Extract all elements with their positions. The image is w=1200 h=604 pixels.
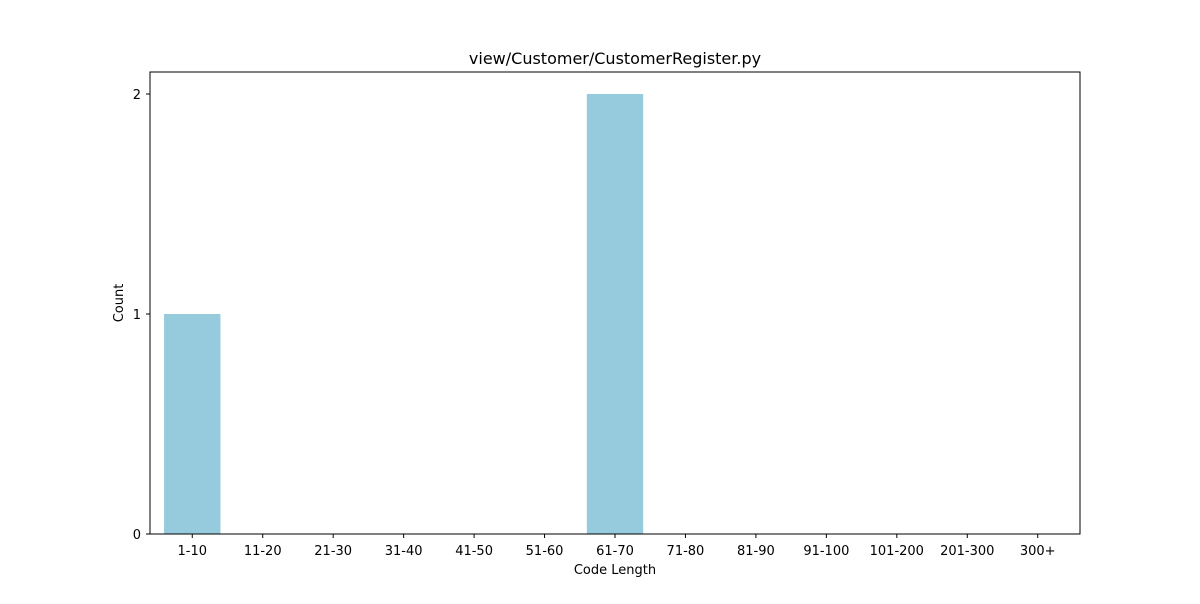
- bar-61-70: [586, 94, 644, 534]
- x-axis-label: Code Length: [574, 563, 656, 578]
- y-tick-label: 0: [133, 528, 141, 543]
- x-tick-label: 31-40: [385, 544, 423, 559]
- x-tick-label: 300+: [1020, 544, 1056, 559]
- x-tick-label: 201-300: [940, 544, 994, 559]
- x-tick-label: 81-90: [737, 544, 775, 559]
- y-ticks: 0 1 2: [133, 88, 150, 543]
- plot-frame: [149, 71, 1081, 535]
- x-tick-label: 101-200: [870, 544, 924, 559]
- x-tick-label: 91-100: [803, 544, 849, 559]
- y-tick-label: 1: [133, 308, 141, 323]
- x-tick-label: 41-50: [455, 544, 493, 559]
- x-tick-label: 21-30: [314, 544, 352, 559]
- x-tick-label: 61-70: [596, 544, 634, 559]
- y-axis-label: Count: [112, 284, 127, 323]
- x-tick-label: 11-20: [244, 544, 282, 559]
- y-tick-label: 2: [133, 88, 141, 103]
- chart-title: view/Customer/CustomerRegister.py: [469, 49, 761, 68]
- x-tick-label: 51-60: [526, 544, 564, 559]
- bars-layer: [164, 94, 644, 534]
- x-tick-label: 71-80: [667, 544, 705, 559]
- x-ticks: 1-10 11-20 21-30 31-40 41-50 51-60 61-70 71-80 8…: [178, 534, 1056, 559]
- bar-1-10: [164, 314, 221, 534]
- x-tick-label: 1-10: [178, 544, 208, 559]
